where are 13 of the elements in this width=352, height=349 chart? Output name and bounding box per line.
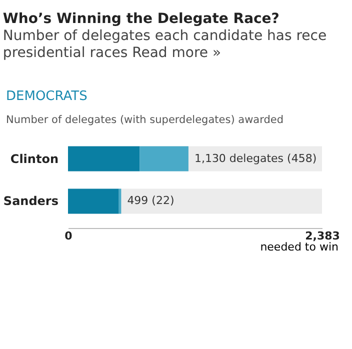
- x-axis-title: needed to win: [260, 240, 339, 254]
- x-tick-label: 0: [64, 230, 73, 242]
- bar: [68, 188, 119, 214]
- total-label: 1,130 delegates (458): [194, 152, 317, 165]
- chart-title: Who’s Winning the Delegate Race?: [2, 11, 280, 27]
- y-tick-label: Sanders: [3, 194, 58, 208]
- chart-subtitle: Number of delegates each candidate has rece presidential races Read more »: [2, 28, 327, 61]
- text: Number of delegates (with superdelegates) awarded: [6, 114, 284, 126]
- total-label: 499 (22): [127, 194, 174, 208]
- text: DEMOCRATS: [6, 89, 88, 104]
- x-tick-label: 2,383: [305, 230, 340, 242]
- bar: [140, 146, 188, 172]
- y-tick-label: Clinton: [10, 152, 58, 166]
